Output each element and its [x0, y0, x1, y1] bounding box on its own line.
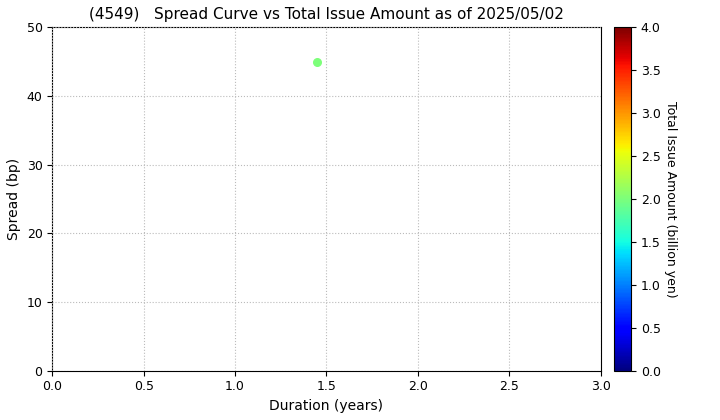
- X-axis label: Duration (years): Duration (years): [269, 399, 384, 413]
- Title: (4549)   Spread Curve vs Total Issue Amount as of 2025/05/02: (4549) Spread Curve vs Total Issue Amoun…: [89, 7, 564, 22]
- Y-axis label: Total Issue Amount (billion yen): Total Issue Amount (billion yen): [665, 101, 678, 297]
- Y-axis label: Spread (bp): Spread (bp): [7, 158, 21, 240]
- Point: [312, 58, 323, 65]
